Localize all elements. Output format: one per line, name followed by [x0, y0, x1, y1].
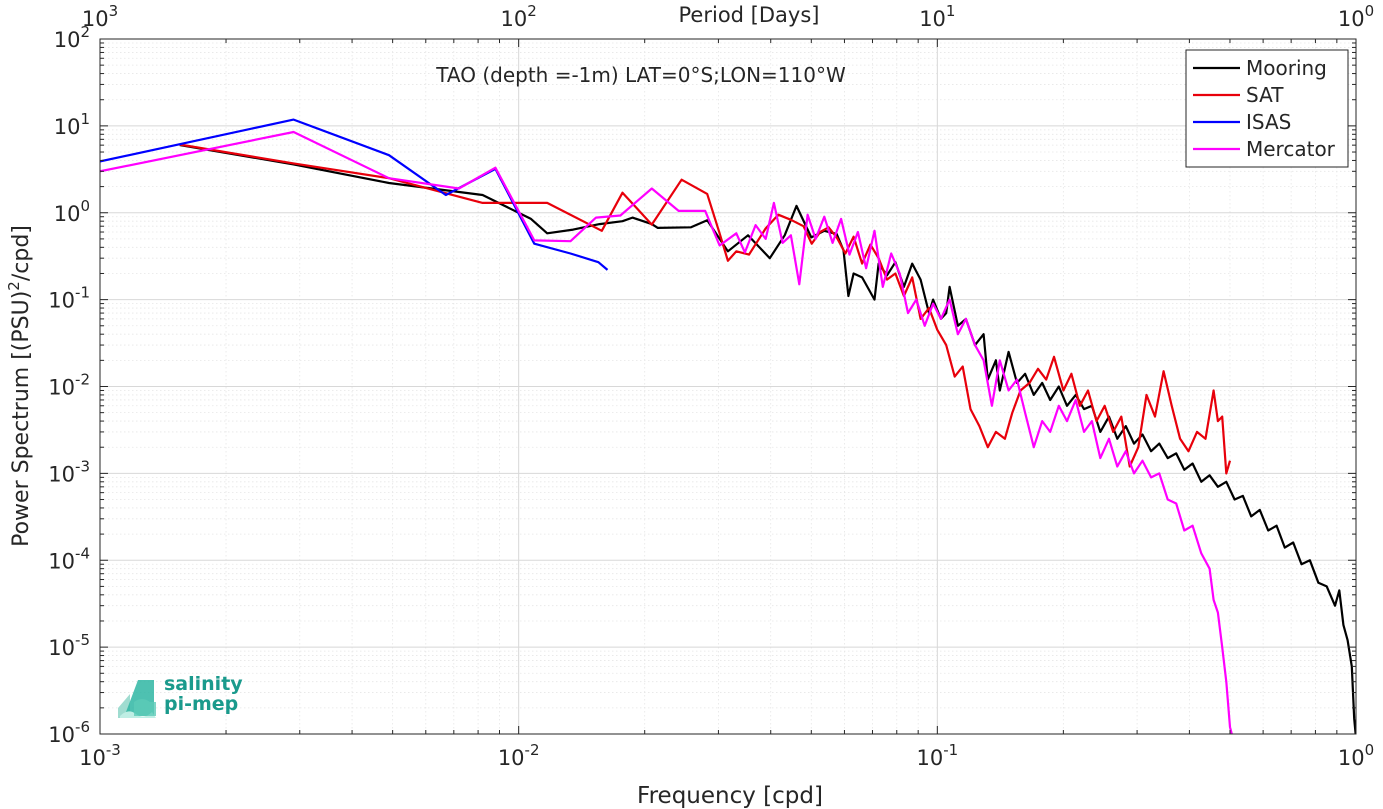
x-tick-label: 10-3 [79, 741, 121, 770]
top-tick-label: 101 [919, 2, 955, 31]
series-line-mooring [179, 144, 1356, 734]
ticks-layer [99, 39, 1356, 735]
legend-label-mooring: Mooring [1246, 56, 1327, 80]
x-axis-label: Frequency [cpd] [637, 783, 823, 809]
y-tick-label: 10-5 [48, 631, 90, 660]
logo-line2: pi-mep [164, 693, 239, 715]
series-line-mercator [100, 130, 1233, 734]
x-tick-label: 100 [1338, 741, 1374, 770]
logo-line1: salinity [164, 673, 243, 695]
top-tick-label: 103 [82, 2, 118, 31]
legend-items: Mooring SAT ISAS Mercator [1193, 56, 1336, 161]
y-axis-label-sup: 2 [5, 281, 23, 291]
y-tick-label: 100 [54, 197, 90, 226]
x-tick-label: 10-1 [916, 741, 958, 770]
chart-title: TAO (depth =-1m) LAT=0°S;LON=110°W [435, 63, 846, 87]
legend-label-mercator: Mercator [1246, 137, 1336, 161]
y-tick-label: 10-4 [48, 544, 90, 573]
top-tick-label: 102 [501, 2, 537, 31]
y-axis-label: Power Spectrum [(PSU)2/cpd] [5, 225, 34, 547]
top-tick-label: 100 [1338, 2, 1374, 31]
y-axis-label-tail: /cpd] [9, 225, 34, 281]
x-tick-label: 10-2 [498, 741, 540, 770]
series-line-sat [179, 143, 1232, 475]
y-tick-label: 10-3 [48, 457, 90, 486]
y-tick-label: 10-2 [48, 371, 90, 400]
legend-label-isas: ISAS [1246, 110, 1291, 134]
top-axis-label: Period [Days] [679, 3, 820, 27]
y-tick-label: 102 [54, 23, 90, 52]
y-axis-label-base: Power Spectrum [(PSU) [9, 291, 34, 547]
logo-mark-icon [118, 680, 156, 718]
legend: Mooring SAT ISAS Mercator [1185, 49, 1349, 168]
salinity-pi-mep-logo: salinity pi-mep [116, 672, 256, 722]
series-layer [100, 118, 1356, 734]
y-tick-label: 10-6 [48, 718, 90, 747]
y-tick-label: 10-1 [48, 284, 90, 313]
legend-label-sat: SAT [1246, 83, 1284, 107]
grid-minor [100, 39, 1356, 734]
y-tick-label: 101 [54, 110, 90, 139]
legend-box [1185, 49, 1349, 168]
